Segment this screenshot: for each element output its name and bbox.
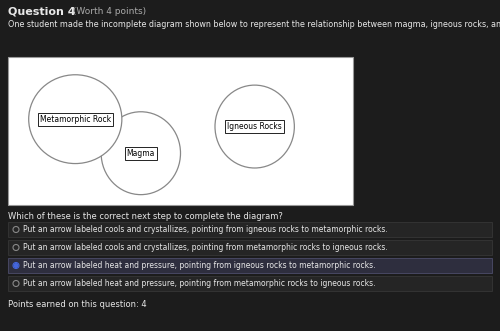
- Text: Igneous Rocks: Igneous Rocks: [228, 122, 282, 131]
- Text: Question 4: Question 4: [8, 7, 76, 17]
- FancyBboxPatch shape: [8, 222, 492, 237]
- Ellipse shape: [215, 85, 294, 168]
- Text: (Worth 4 points): (Worth 4 points): [70, 7, 146, 16]
- Circle shape: [13, 262, 19, 268]
- Text: Metamorphic Rock: Metamorphic Rock: [40, 115, 111, 124]
- Text: Points earned on this question: 4: Points earned on this question: 4: [8, 300, 146, 309]
- Text: Put an arrow labeled cools and crystallizes, pointing from metamorphic rocks to : Put an arrow labeled cools and crystalli…: [23, 243, 388, 252]
- Text: Magma: Magma: [126, 149, 155, 158]
- Text: Which of these is the correct next step to complete the diagram?: Which of these is the correct next step …: [8, 212, 283, 221]
- FancyBboxPatch shape: [8, 258, 492, 273]
- Ellipse shape: [101, 112, 180, 195]
- Circle shape: [14, 264, 18, 267]
- Ellipse shape: [28, 75, 122, 164]
- Text: Put an arrow labeled cools and crystallizes, pointing from igneous rocks to meta: Put an arrow labeled cools and crystalli…: [23, 225, 388, 234]
- Circle shape: [13, 226, 19, 232]
- Text: Put an arrow labeled heat and pressure, pointing from igneous rocks to metamorph: Put an arrow labeled heat and pressure, …: [23, 261, 376, 270]
- Text: Put an arrow labeled heat and pressure, pointing from metamorphic rocks to igneo: Put an arrow labeled heat and pressure, …: [23, 279, 376, 288]
- FancyBboxPatch shape: [8, 240, 492, 255]
- Circle shape: [13, 245, 19, 251]
- FancyBboxPatch shape: [8, 276, 492, 291]
- Circle shape: [13, 280, 19, 287]
- FancyBboxPatch shape: [8, 57, 353, 205]
- Text: One student made the incomplete diagram shown below to represent the relationshi: One student made the incomplete diagram …: [8, 20, 500, 29]
